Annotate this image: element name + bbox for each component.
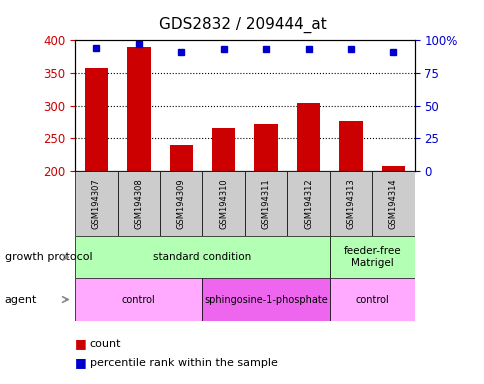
- Text: percentile rank within the sample: percentile rank within the sample: [90, 358, 277, 368]
- Text: GSM194314: GSM194314: [388, 178, 397, 229]
- Bar: [75, 171, 117, 236]
- Text: control: control: [121, 295, 155, 305]
- Text: count: count: [90, 339, 121, 349]
- Bar: [202, 171, 244, 236]
- Text: feeder-free
Matrigel: feeder-free Matrigel: [343, 247, 400, 268]
- Bar: [75, 236, 329, 278]
- Bar: [169, 145, 193, 171]
- Bar: [202, 278, 329, 321]
- Bar: [329, 278, 414, 321]
- Bar: [212, 129, 235, 171]
- Bar: [254, 124, 277, 171]
- Text: ■: ■: [75, 356, 87, 369]
- Text: growth protocol: growth protocol: [5, 252, 92, 262]
- Bar: [75, 278, 202, 321]
- Bar: [85, 68, 108, 171]
- Bar: [244, 171, 287, 236]
- Bar: [381, 166, 404, 171]
- Bar: [329, 236, 414, 278]
- Bar: [127, 47, 150, 171]
- Bar: [329, 171, 372, 236]
- Text: standard condition: standard condition: [153, 252, 251, 262]
- Bar: [160, 171, 202, 236]
- Text: GSM194312: GSM194312: [303, 178, 313, 229]
- Text: control: control: [355, 295, 388, 305]
- Text: agent: agent: [5, 295, 37, 305]
- Text: GSM194310: GSM194310: [219, 178, 228, 229]
- Text: sphingosine-1-phosphate: sphingosine-1-phosphate: [204, 295, 327, 305]
- Bar: [339, 121, 362, 171]
- Text: GDS2832 / 209444_at: GDS2832 / 209444_at: [158, 17, 326, 33]
- Bar: [287, 171, 329, 236]
- Bar: [372, 171, 414, 236]
- Bar: [296, 103, 319, 171]
- Text: GSM194308: GSM194308: [134, 178, 143, 229]
- Text: ■: ■: [75, 337, 87, 350]
- Text: GSM194313: GSM194313: [346, 178, 355, 229]
- Text: GSM194309: GSM194309: [176, 178, 185, 229]
- Bar: [117, 171, 160, 236]
- Text: GSM194307: GSM194307: [91, 178, 101, 229]
- Text: GSM194311: GSM194311: [261, 178, 270, 229]
